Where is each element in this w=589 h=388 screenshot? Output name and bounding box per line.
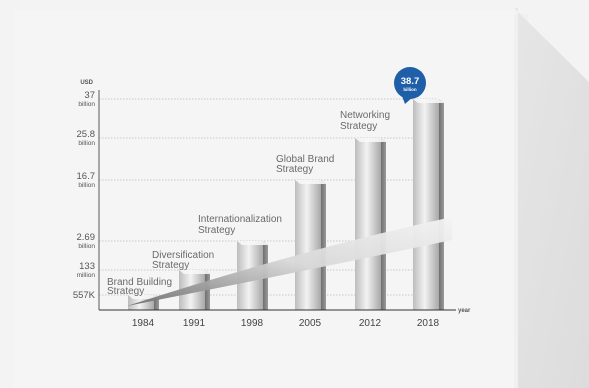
y-tick-unit: billion (78, 243, 95, 250)
x-axis-label: year (458, 308, 471, 314)
x-tick-label: 2005 (299, 318, 322, 329)
background-panel (14, 8, 589, 388)
x-tick-label: 1984 (132, 318, 155, 329)
x-tick-label: 1991 (183, 318, 206, 329)
bar (413, 99, 444, 310)
y-tick-labels: 557K133million2.69billion16.7billion25.8… (73, 90, 96, 301)
strategy-label: Strategy (107, 286, 144, 297)
callout-bubble: 38.7 billion (394, 67, 426, 104)
strategy-label: Internationalization (198, 214, 282, 225)
y-tick-value: 2.69 (77, 232, 96, 243)
strategy-label: Networking (340, 110, 390, 121)
bar-side (381, 138, 386, 310)
x-tick-label: 2018 (417, 318, 440, 329)
y-tick-value: 557K (73, 290, 96, 301)
strategy-label: Strategy (340, 121, 377, 132)
strategy-label: Strategy (198, 225, 235, 236)
bar-front (413, 99, 439, 310)
bar-front (355, 138, 381, 310)
bar-top (355, 138, 386, 142)
x-tick-label: 2012 (359, 318, 382, 329)
y-tick-value: 133 (79, 261, 95, 272)
strategy-label: Strategy (276, 164, 313, 175)
bar-top (413, 99, 444, 103)
y-tick-unit: billion (78, 140, 95, 147)
bar-side (321, 180, 326, 310)
y-axis-label: USD (80, 80, 93, 86)
bars (128, 99, 444, 310)
strategy-label: Strategy (152, 260, 189, 271)
strategy-label: Diversification (152, 250, 214, 261)
bar (355, 138, 386, 310)
y-tick-unit: billion (78, 101, 95, 108)
strategy-label: Brand Building (107, 277, 172, 288)
y-tick-unit: million (77, 272, 96, 279)
y-tick-value: 25.8 (77, 129, 96, 140)
bar-top (237, 241, 268, 245)
y-tick-value: 37 (84, 90, 95, 101)
bar-top (128, 295, 159, 299)
growth-ribbon (127, 217, 452, 306)
bar (295, 180, 326, 310)
strategy-label: Global Brand (276, 154, 334, 165)
bar-front (295, 180, 321, 310)
bar-side (439, 99, 444, 310)
callout-unit: billion (403, 87, 416, 92)
x-tick-labels: 1984 1991 1998 2005 2012 2018 (132, 318, 440, 329)
y-tick-unit: billion (78, 182, 95, 189)
x-tick-label: 1998 (241, 318, 264, 329)
y-tick-value: 16.7 (77, 171, 96, 182)
strategy-labels: Brand BuildingStrategyDiversificationStr… (107, 110, 390, 297)
bar-top (179, 270, 210, 274)
bar-top (295, 180, 326, 184)
callout-value: 38.7 (401, 76, 420, 87)
